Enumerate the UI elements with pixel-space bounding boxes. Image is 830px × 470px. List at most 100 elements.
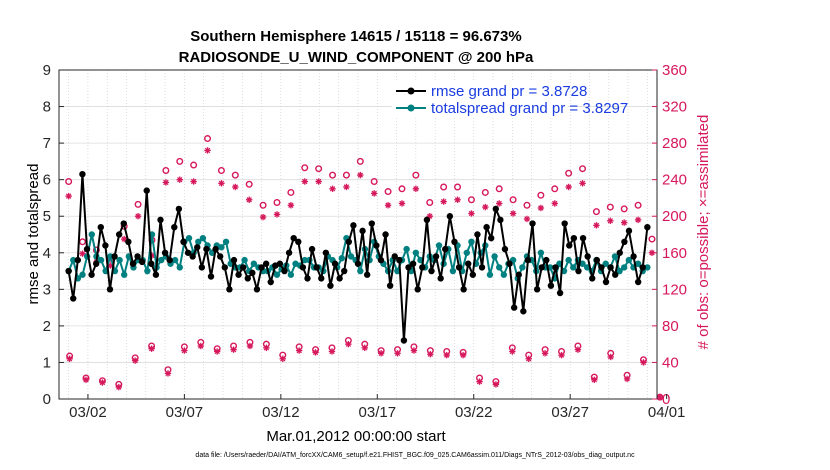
obs-possible-marker xyxy=(509,196,517,204)
obs-possible-marker xyxy=(259,201,267,209)
y-tick-label: 8 xyxy=(43,99,51,116)
totalspread-point xyxy=(357,267,364,275)
rmse-point xyxy=(556,289,564,297)
rmse-point xyxy=(359,227,366,235)
y2-tick-label: 280 xyxy=(662,135,687,152)
obs-assimilated-marker xyxy=(230,346,237,353)
obs-assimilated-marker xyxy=(218,180,225,187)
obs-assimilated-marker xyxy=(459,351,467,359)
obs-assimilated-marker xyxy=(371,190,378,197)
totalspread-point xyxy=(579,260,586,267)
y2-tick-label: 200 xyxy=(662,208,687,225)
totalspread-point xyxy=(616,267,623,275)
obs-assimilated-marker xyxy=(162,179,170,186)
obs-possible-marker xyxy=(592,208,600,216)
rmse-point xyxy=(616,249,623,256)
rmse-point xyxy=(194,244,201,251)
rmse-point xyxy=(621,238,628,246)
rmse-point xyxy=(446,213,454,220)
obs-possible-marker xyxy=(634,201,642,209)
rmse-point xyxy=(373,242,380,249)
obs-assimilated-marker xyxy=(176,176,183,183)
obs-assimilated-marker xyxy=(301,178,308,185)
totalspread-point xyxy=(218,244,225,251)
rmse-point xyxy=(639,264,646,271)
obs-possible-marker xyxy=(606,203,614,211)
x-tick-label: 03/27 xyxy=(551,404,589,421)
obs-assimilated-marker xyxy=(482,203,489,211)
obs-possible-marker xyxy=(467,196,475,204)
rmse-point xyxy=(584,253,591,260)
obs-assimilated-marker xyxy=(65,192,72,200)
obs-assimilated-marker xyxy=(121,235,128,243)
rmse-point xyxy=(129,260,137,267)
obs-assimilated-marker xyxy=(164,370,172,377)
obs-assimilated-marker xyxy=(468,210,475,217)
totalspread-point xyxy=(602,260,609,267)
rmse-point xyxy=(327,282,334,289)
rmse-point xyxy=(455,264,463,271)
obs-assimilated-marker xyxy=(377,350,385,357)
obs-possible-marker xyxy=(65,177,73,185)
y2-axis-label: # of obs: o=possible; ×=assimilated xyxy=(695,115,712,350)
rmse-point xyxy=(299,264,307,271)
totalspread-point xyxy=(185,234,193,242)
rmse-point xyxy=(221,264,229,271)
obs-possible-marker xyxy=(231,171,239,179)
rmse-point xyxy=(469,271,477,278)
obs-assimilated-marker xyxy=(361,344,368,352)
obs-assimilated-marker xyxy=(476,378,483,385)
rmse-point xyxy=(478,264,486,271)
rmse-point xyxy=(180,238,187,246)
totalspread-point xyxy=(171,256,179,264)
y-tick-label: 1 xyxy=(43,354,51,371)
rmse-point xyxy=(520,308,527,315)
rmse-point xyxy=(65,267,72,275)
rmse-point xyxy=(88,271,95,278)
obs-assimilated-marker xyxy=(523,215,531,223)
obs-assimilated-marker xyxy=(181,347,188,354)
rmse-point xyxy=(432,253,440,260)
obs-assimilated-marker xyxy=(496,200,503,207)
obs-possible-marker xyxy=(204,135,212,143)
obs-possible-marker xyxy=(412,171,420,179)
obs-possible-marker xyxy=(190,161,198,169)
y-tick-label: 9 xyxy=(43,62,51,79)
obs-assimilated-marker xyxy=(232,183,239,191)
rmse-point xyxy=(184,249,192,256)
obs-assimilated-marker xyxy=(312,349,319,356)
rmse-point xyxy=(189,253,196,260)
data-file-footer: data file: /Users/raeder/DAI/ATM_forcXX/… xyxy=(195,452,635,459)
totalspread-point xyxy=(625,256,633,264)
obs-assimilated-marker xyxy=(412,185,420,193)
obs-assimilated-marker xyxy=(79,250,86,257)
y-axis-label: rmse and totalspread xyxy=(25,164,42,305)
obs-assimilated-marker xyxy=(384,202,392,209)
legend-rmse-label: rmse grand pr = 3.8728 xyxy=(431,83,587,100)
totalspread-point xyxy=(116,256,123,264)
rmse-point xyxy=(625,227,633,235)
rmse-point xyxy=(262,260,270,267)
totalspread-point xyxy=(634,260,642,267)
totalspread-point xyxy=(70,256,77,264)
obs-assimilated-marker xyxy=(295,347,303,354)
rmse-point xyxy=(598,264,605,271)
rmse-point xyxy=(552,264,559,271)
obs-possible-marker xyxy=(342,171,350,179)
rmse-point xyxy=(442,245,449,253)
rmse-point xyxy=(460,286,467,293)
rmse-point xyxy=(115,231,123,238)
obs-assimilated-marker xyxy=(148,345,155,352)
rmse-point xyxy=(538,264,545,271)
totalspread-point xyxy=(144,267,151,275)
rmse-point xyxy=(239,264,247,271)
rmse-point xyxy=(451,238,458,246)
rmse-point xyxy=(161,249,169,256)
obs-assimilated-marker xyxy=(345,340,352,348)
rmse-point xyxy=(152,271,160,278)
obs-assimilated-marker xyxy=(259,213,267,221)
rmse-point xyxy=(437,275,444,282)
obs-possible-marker xyxy=(398,185,406,193)
totalspread-point xyxy=(491,253,498,260)
rmse-point xyxy=(281,267,288,275)
